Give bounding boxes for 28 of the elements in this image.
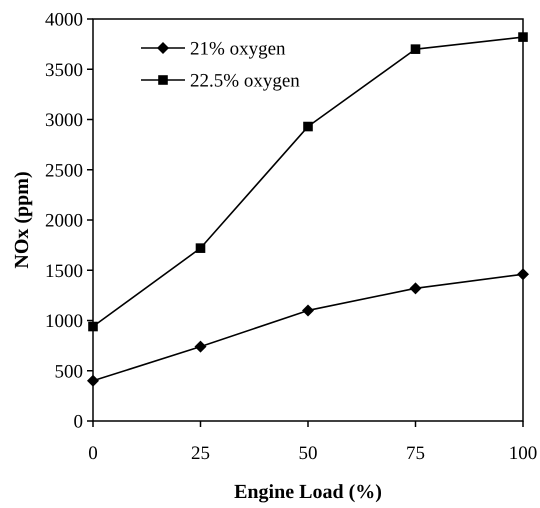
y-tick-label: 2500	[45, 160, 83, 182]
legend-label: 22.5% oxygen	[190, 70, 300, 92]
point	[518, 32, 528, 42]
point	[88, 322, 98, 332]
x-tick-label: 25	[191, 443, 210, 464]
y-tick-label: 500	[54, 361, 83, 382]
point	[302, 304, 314, 316]
legend-label: 21% oxygen	[190, 38, 286, 60]
x-axis-title: Engine Load (%)	[234, 481, 382, 503]
y-tick-label: 3000	[45, 110, 83, 132]
y-axis-title: NOx (ppm)	[11, 171, 33, 269]
y-tick-label: 2000	[45, 210, 83, 232]
point	[196, 243, 206, 253]
x-tick-label: 50	[298, 443, 318, 464]
point	[410, 44, 420, 54]
y-tick-label: 3500	[45, 60, 83, 81]
point	[303, 122, 313, 132]
y-tick-label: 0	[74, 412, 83, 433]
x-tick-label: 100	[508, 443, 538, 464]
x-tick-label: 75	[406, 443, 425, 464]
point	[517, 268, 529, 280]
y-tick-label: 1000	[45, 311, 83, 332]
y-tick-label: 4000	[45, 10, 83, 31]
y-tick-label: 1500	[45, 260, 83, 282]
point	[410, 282, 422, 294]
x-tick-label: 0	[88, 443, 98, 464]
point	[87, 374, 99, 387]
point	[194, 340, 206, 353]
